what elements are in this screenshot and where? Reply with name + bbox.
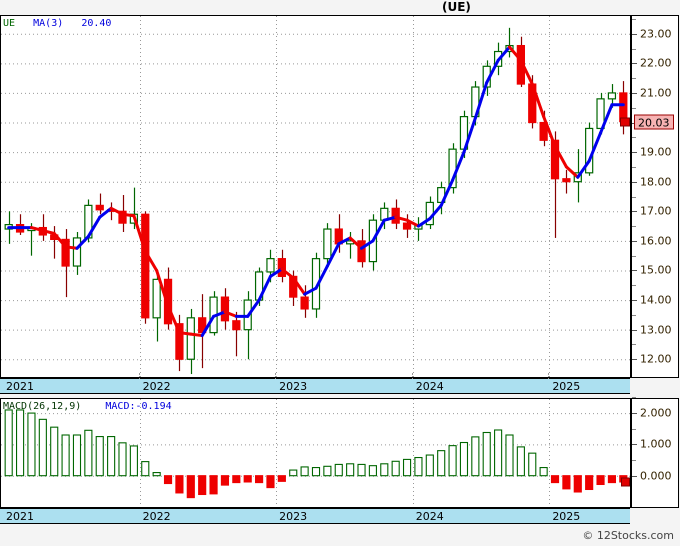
price-y-tick — [632, 33, 637, 35]
price-y-tick — [632, 270, 637, 272]
price-y-tick — [632, 329, 637, 331]
macd-axis-year-label: 2024 — [415, 510, 444, 523]
macd-histogram-svg — [1, 399, 631, 507]
macd-y-tick-label: 0.000 — [640, 469, 672, 483]
macd-current-marker — [621, 477, 630, 487]
price-y-tick — [632, 92, 637, 94]
price-y-tick — [632, 63, 637, 65]
macd-axis-year-label: 2022 — [142, 510, 171, 523]
macd-plot-area[interactable] — [1, 399, 631, 507]
price-y-minor-tick — [632, 137, 636, 139]
price-y-tick-label: 16.00 — [640, 234, 672, 248]
price-x-tick — [275, 373, 276, 379]
price-axis-year-label: 2023 — [279, 380, 308, 393]
macd-y-tick-label: 1.000 — [640, 437, 672, 451]
price-y-tick-label: 17.00 — [640, 204, 672, 218]
macd-y-tick — [632, 444, 637, 446]
price-axis-year-label: 2024 — [415, 380, 444, 393]
macd-y-axis: 2.000 1.000 0.000 — [621, 397, 678, 507]
price-y-tick-label: 14.00 — [640, 293, 672, 307]
macd-y-minor-tick — [632, 428, 636, 430]
price-y-tick-label: 15.00 — [640, 263, 672, 277]
macd-y-tick — [632, 413, 637, 415]
price-y-tick-label: 19.00 — [640, 145, 672, 159]
macd-axis-year-label: 2021 — [6, 510, 34, 523]
price-y-tick — [632, 211, 637, 213]
price-y-tick-label: 23.00 — [640, 27, 672, 41]
current-price-badge: 20.03 — [634, 114, 674, 130]
price-y-tick — [632, 240, 637, 242]
price-y-minor-tick — [632, 344, 636, 346]
legend-macd-name: MACD(26,12,9) — [3, 401, 82, 412]
price-y-tick-label: 22.00 — [640, 56, 672, 70]
price-axis-year-label: 2021 — [6, 380, 34, 393]
price-y-minor-tick — [632, 285, 636, 287]
price-y-minor-tick — [632, 107, 636, 109]
price-y-tick-label: 12.00 — [640, 352, 672, 366]
price-chart-panel[interactable]: 23.0022.0021.0020.0019.0018.0017.0016.00… — [0, 15, 679, 378]
price-y-minor-tick — [632, 18, 636, 20]
price-y-minor-tick — [632, 226, 636, 228]
price-legend: UE MA(3) 20.40 — [3, 18, 111, 29]
price-y-minor-tick — [632, 78, 636, 80]
price-y-tick — [632, 152, 637, 154]
price-y-minor-tick — [632, 48, 636, 50]
price-x-tick — [548, 373, 549, 379]
macd-axis-year-label: 2023 — [279, 510, 308, 523]
price-y-axis: 23.0022.0021.0020.0019.0018.0017.0016.00… — [620, 16, 678, 377]
watermark: © 12Stocks.com — [582, 529, 674, 542]
legend-symbol: UE — [3, 18, 16, 29]
price-y-minor-tick — [632, 255, 636, 257]
price-y-tick-label: 13.00 — [640, 323, 672, 337]
macd-legend: MACD(26,12,9) MACD:-0.194 — [3, 401, 172, 412]
legend-ma-value: 20.40 — [81, 18, 112, 29]
macd-y-tick — [632, 475, 637, 477]
current-price-marker — [620, 117, 630, 127]
macd-y-tick-label: 2.000 — [640, 406, 672, 420]
price-y-tick-label: 21.00 — [640, 86, 672, 100]
macd-x-axis-date-strip: 2021 2022 2023 2024 2025 — [0, 508, 630, 524]
macd-y-minor-tick — [632, 397, 636, 399]
price-y-minor-tick — [632, 314, 636, 316]
price-y-minor-tick — [632, 196, 636, 198]
macd-axis-year-label: 2025 — [552, 510, 581, 523]
macd-chart-panel[interactable]: 2.000 1.000 0.000 — [0, 397, 679, 508]
price-x-tick — [412, 373, 413, 379]
price-axis-year-label: 2025 — [552, 380, 581, 393]
price-x-axis-date-strip: 2021 2022 2023 2024 2025 — [0, 373, 630, 394]
page-title: (UE) — [442, 0, 471, 14]
price-y-tick-label: 18.00 — [640, 175, 672, 189]
macd-y-minor-tick — [632, 460, 636, 462]
price-y-minor-tick — [632, 166, 636, 168]
candlestick-svg — [1, 16, 631, 377]
legend-macd-value: MACD:-0.194 — [105, 401, 172, 412]
price-y-tick — [632, 300, 637, 302]
price-plot-area[interactable] — [1, 16, 631, 377]
price-y-tick — [632, 181, 637, 183]
price-axis-year-label: 2022 — [142, 380, 171, 393]
legend-ma-label: MA(3) — [33, 18, 64, 29]
price-x-tick — [139, 373, 140, 379]
price-y-tick — [632, 359, 637, 361]
